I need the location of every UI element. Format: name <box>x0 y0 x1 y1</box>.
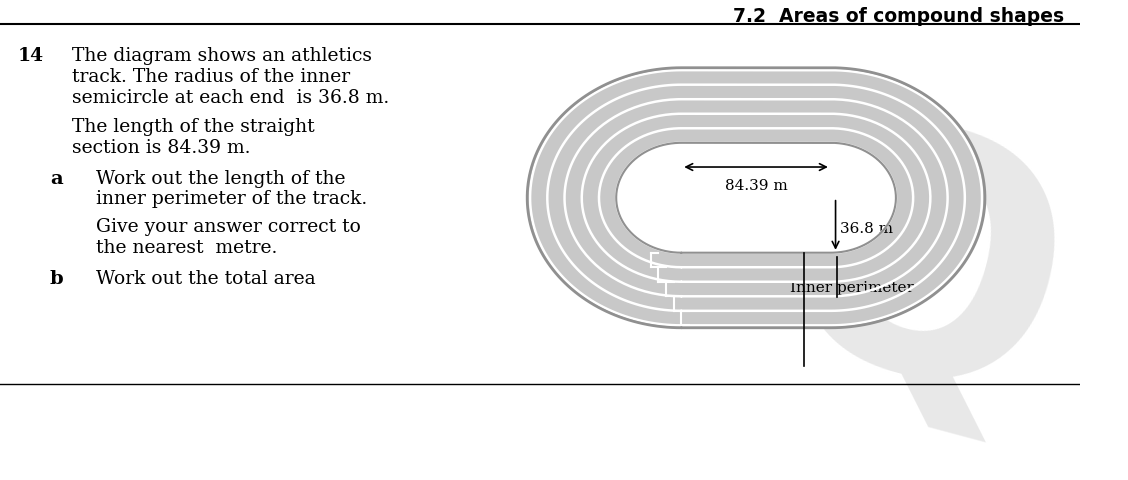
Text: a: a <box>50 169 62 188</box>
Text: the nearest  metre.: the nearest metre. <box>96 239 277 257</box>
Text: inner perimeter of the track.: inner perimeter of the track. <box>96 191 367 208</box>
Text: Give your answer correct to: Give your answer correct to <box>96 218 361 236</box>
Text: track. The radius of the inner: track. The radius of the inner <box>72 68 350 86</box>
Text: The length of the straight: The length of the straight <box>72 118 315 136</box>
Polygon shape <box>616 143 896 252</box>
Text: 14: 14 <box>17 47 43 65</box>
Text: 84.39 m: 84.39 m <box>724 179 787 193</box>
Text: 7.2  Areas of compound shapes: 7.2 Areas of compound shapes <box>733 7 1064 25</box>
Polygon shape <box>527 68 985 328</box>
Text: The diagram shows an athletics: The diagram shows an athletics <box>72 47 372 65</box>
Text: section is 84.39 m.: section is 84.39 m. <box>72 139 250 157</box>
Text: Work out the total area: Work out the total area <box>96 270 316 288</box>
Text: Inner perimeter: Inner perimeter <box>790 281 914 295</box>
Text: b: b <box>50 270 63 288</box>
Text: Work out the length of the: Work out the length of the <box>96 169 345 188</box>
Text: 36.8 m: 36.8 m <box>840 222 893 236</box>
Text: semicircle at each end  is 36.8 m.: semicircle at each end is 36.8 m. <box>72 89 389 107</box>
Text: Q: Q <box>740 90 1098 475</box>
